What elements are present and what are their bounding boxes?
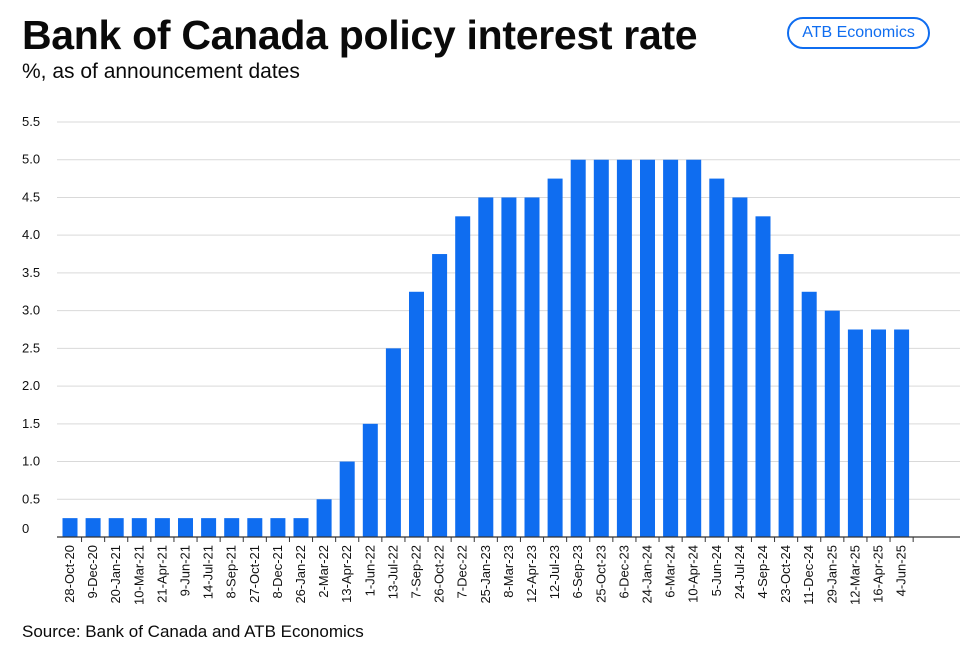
bar	[385, 348, 401, 537]
x-tick-label: 4-Jun-25	[894, 545, 909, 596]
bar	[247, 518, 263, 537]
y-tick-label: 2.0	[22, 378, 40, 393]
y-tick-label: 1.5	[22, 416, 40, 431]
x-tick-label: 6-Sep-23	[570, 545, 585, 598]
bar	[432, 254, 448, 537]
x-tick-label: 11-Dec-24	[801, 545, 816, 605]
x-tick-label: 29-Jan-25	[824, 545, 839, 604]
bar	[686, 159, 702, 537]
x-tick-label: 7-Sep-22	[409, 545, 424, 598]
bar	[108, 518, 124, 537]
bar	[270, 518, 286, 537]
x-tick-label: 2-Mar-22	[316, 545, 331, 598]
x-tick-label: 10-Mar-21	[131, 545, 146, 605]
bar	[570, 159, 586, 537]
bar	[85, 518, 101, 537]
x-tick-label: 5-Jun-24	[709, 545, 724, 596]
bar	[201, 518, 217, 537]
x-tick-label: 4-Sep-24	[755, 545, 770, 598]
bar	[293, 518, 309, 537]
x-tick-label: 16-Apr-25	[871, 545, 886, 603]
x-tick-label: 12-Mar-25	[847, 545, 862, 605]
y-tick-label: 4.0	[22, 227, 40, 242]
y-tick-label: 3.5	[22, 265, 40, 280]
bar-chart: 0 0.5 1.0 1.5 2.0 2.5 3.0 3.5 4.0 4.5 5.0 5.5 28-Oc…	[22, 114, 960, 605]
x-tick-label: 25-Jan-23	[478, 545, 493, 604]
atb-economics-badge: ATB Economics	[787, 17, 930, 49]
source-note: Source: Bank of Canada and ATB Economics	[22, 622, 364, 641]
bar	[131, 518, 147, 537]
bar	[224, 518, 240, 537]
bar	[709, 178, 725, 537]
x-tick-label: 7-Dec-22	[455, 545, 470, 598]
x-tick-label: 13-Apr-22	[339, 545, 354, 603]
bar	[478, 197, 494, 538]
bar	[616, 159, 632, 537]
y-tick-label: 0	[22, 521, 29, 536]
x-tick-label: 6-Mar-24	[663, 545, 678, 598]
y-tick-label: 1.0	[22, 454, 40, 469]
y-tick-label: 5.0	[22, 152, 40, 167]
x-tick-label: 20-Jan-21	[108, 545, 123, 604]
bar	[732, 197, 748, 538]
x-tick-label: 12-Apr-23	[524, 545, 539, 603]
bar	[455, 216, 471, 537]
bar	[178, 518, 193, 537]
x-axis-tick-labels: 28-Oct-20 9-Dec-20 20-Jan-21 10-Mar-21 21-Ap…	[62, 537, 914, 605]
x-tick-label: 9-Dec-20	[85, 545, 100, 598]
x-tick-label: 1-Jun-22	[362, 545, 377, 596]
bar	[640, 159, 655, 537]
bar	[801, 291, 817, 537]
x-tick-label: 12-Jul-23	[547, 545, 562, 599]
x-tick-label: 25-Oct-23	[593, 545, 608, 603]
x-tick-label: 24-Jan-24	[640, 545, 655, 604]
bar	[824, 310, 840, 537]
x-tick-label: 6-Dec-23	[616, 545, 631, 598]
bar	[547, 178, 563, 537]
x-tick-label: 24-Jul-24	[732, 545, 747, 599]
bar	[501, 197, 517, 538]
bar	[409, 291, 424, 537]
x-tick-label: 8-Mar-23	[501, 545, 516, 598]
x-tick-label: 13-Jul-22	[385, 545, 400, 599]
y-tick-label: 3.0	[22, 303, 40, 318]
bar	[62, 518, 78, 537]
bar	[894, 329, 910, 537]
bar	[778, 254, 794, 537]
x-tick-label: 26-Oct-22	[432, 545, 447, 603]
x-tick-label: 8-Dec-21	[270, 545, 285, 598]
x-tick-label: 26-Jan-22	[293, 545, 308, 604]
y-axis-tick-labels: 0 0.5 1.0 1.5 2.0 2.5 3.0 3.5 4.0 4.5 5.0 5.5	[22, 114, 40, 536]
y-tick-label: 4.5	[22, 189, 40, 204]
bar	[524, 197, 540, 538]
y-tick-label: 2.5	[22, 340, 40, 355]
y-tick-label: 5.5	[22, 114, 40, 129]
x-tick-label: 9-Jun-21	[178, 545, 193, 596]
bar	[871, 329, 886, 537]
x-tick-label: 14-Jul-21	[201, 545, 216, 599]
x-tick-label: 8-Sep-21	[224, 545, 239, 598]
bar	[154, 518, 170, 537]
x-tick-label: 28-Oct-20	[62, 545, 77, 603]
bar	[847, 329, 863, 537]
bars	[62, 159, 910, 538]
bar	[339, 461, 355, 537]
x-tick-label: 23-Oct-24	[778, 545, 793, 603]
chart-subtitle: %, as of announcement dates	[22, 60, 300, 83]
bar	[316, 499, 332, 537]
x-tick-label: 10-Apr-24	[686, 545, 701, 603]
x-tick-label: 27-Oct-21	[247, 545, 262, 603]
y-tick-label: 0.5	[22, 491, 40, 506]
bar	[755, 216, 771, 537]
x-tick-label: 21-Apr-21	[154, 545, 169, 603]
bar	[663, 159, 679, 537]
chart-title: Bank of Canada policy interest rate	[22, 12, 698, 58]
bar	[593, 159, 609, 537]
bar	[362, 423, 378, 537]
